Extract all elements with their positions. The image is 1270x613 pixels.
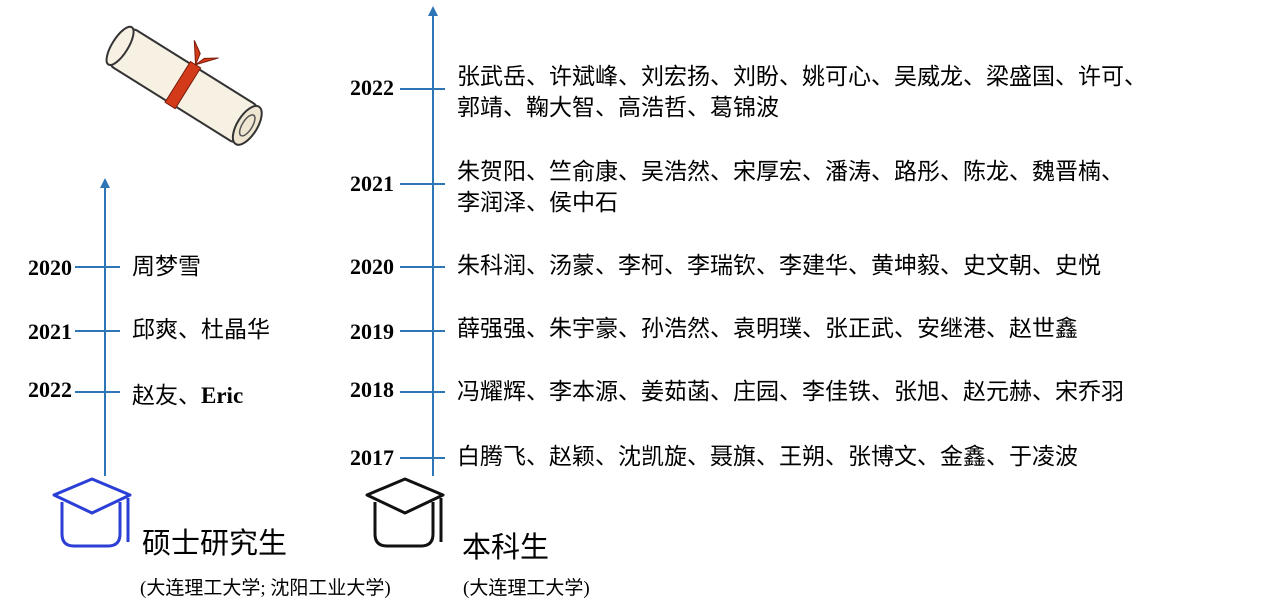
student-names: 白腾飞、赵颖、沈凯旋、聂旗、王朔、张博文、金鑫、于凌波 <box>457 444 1078 470</box>
tick <box>75 391 120 393</box>
bachelor-timeline-axis <box>432 14 434 476</box>
arrow-up-icon <box>100 178 110 188</box>
tick <box>400 183 445 185</box>
year-label: 2018 <box>350 377 394 402</box>
tick <box>75 330 120 332</box>
names-line: 朱贺阳、竺俞康、吴浩然、宋厚宏、潘涛、路彤、陈龙、魏晋楠、 <box>457 159 1124 185</box>
tick <box>400 391 445 393</box>
bachelor-title: 本科生 <box>462 530 550 564</box>
student-names: 周梦雪 <box>132 254 201 280</box>
year-label: 2021 <box>28 319 72 344</box>
student-name-en: Eric <box>201 383 244 408</box>
master-schools: (大连理工大学; 沈阳工业大学) <box>140 578 391 599</box>
student-names: 朱科润、汤蒙、李柯、李瑞钦、李建华、黄坤毅、史文朝、史悦 <box>457 253 1101 279</box>
tick <box>400 266 445 268</box>
year-label: 2020 <box>28 255 72 280</box>
student-names: 冯耀辉、李本源、姜茹菡、庄园、李佳铁、张旭、赵元赫、宋乔羽 <box>457 379 1124 405</box>
tick <box>400 88 445 90</box>
graduation-cap-icon <box>52 477 132 548</box>
year-label: 2020 <box>350 254 394 279</box>
names-line: 张武岳、许斌峰、刘宏扬、刘盼、姚可心、吴威龙、梁盛国、许可、 <box>457 64 1147 90</box>
student-names: 朱贺阳、竺俞康、吴浩然、宋厚宏、潘涛、路彤、陈龙、魏晋楠、 李润泽、侯中石 <box>457 157 1124 219</box>
graduation-cap-icon <box>365 477 445 548</box>
names-line: 李润泽、侯中石 <box>457 190 618 216</box>
tick <box>400 330 445 332</box>
year-label: 2017 <box>350 445 394 470</box>
student-names-cn: 赵友、 <box>132 383 201 409</box>
year-label: 2019 <box>350 319 394 344</box>
tick <box>400 457 445 459</box>
student-names: 赵友、Eric <box>132 380 243 412</box>
master-title: 硕士研究生 <box>142 526 288 560</box>
names-line: 郭靖、鞠大智、高浩哲、葛锦波 <box>457 95 779 121</box>
student-names: 薛强强、朱宇豪、孙浩然、袁明璞、张正武、安继港、赵世鑫 <box>457 316 1078 342</box>
year-label: 2022 <box>350 75 394 100</box>
student-names: 张武岳、许斌峰、刘宏扬、刘盼、姚可心、吴威龙、梁盛国、许可、 郭靖、鞠大智、高浩哲… <box>457 62 1147 124</box>
year-label: 2022 <box>28 377 72 402</box>
diploma-scroll-icon <box>105 25 263 146</box>
arrow-up-icon <box>428 6 438 16</box>
bachelor-schools: (大连理工大学) <box>463 578 590 599</box>
tick <box>75 266 120 268</box>
student-names: 邱爽、杜晶华 <box>132 317 270 343</box>
year-label: 2021 <box>350 171 394 196</box>
